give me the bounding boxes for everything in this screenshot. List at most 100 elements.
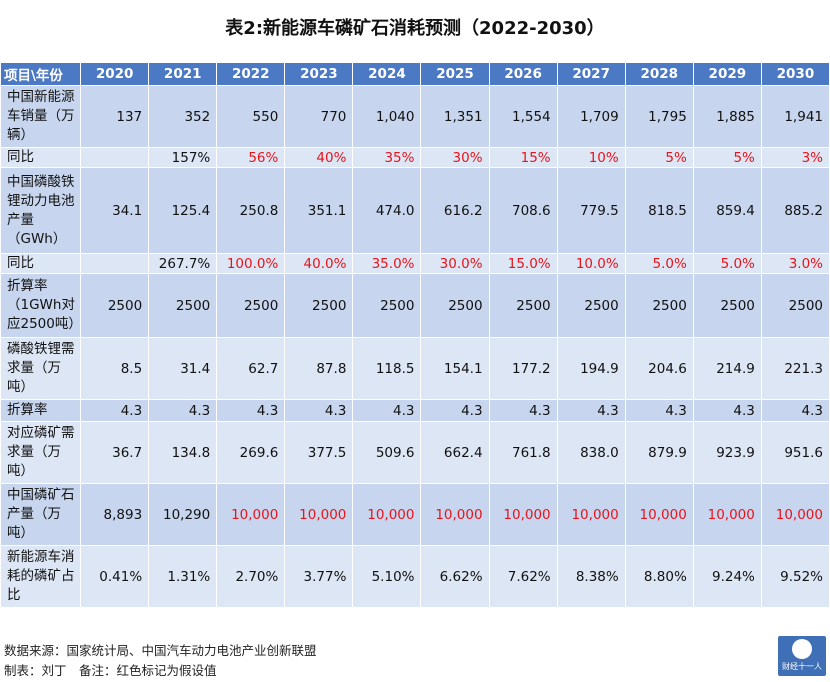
table-cell: 4.3 <box>692 399 762 422</box>
table-cell: 879.9 <box>624 421 694 484</box>
row-label: 折算率 <box>0 399 82 422</box>
table-cell: 2.70% <box>216 545 286 608</box>
table-cell: 2500 <box>352 273 422 338</box>
table-cell: 1,885 <box>692 85 762 148</box>
header-cell: 2027 <box>556 62 626 86</box>
row-label: 折算率（1GWh对应2500吨） <box>0 273 82 338</box>
table-cell: 474.0 <box>352 167 422 254</box>
table-row: 对应磷矿需求量（万吨） 36.7 134.8 269.6 377.5 509.6 662.4… <box>0 421 830 484</box>
table-cell: 550 <box>216 85 286 148</box>
table-cell: 10,000 <box>556 483 626 546</box>
table-cell: 4.3 <box>352 399 422 422</box>
table-cell: 770 <box>284 85 354 148</box>
table-cell: 154.1 <box>420 337 490 400</box>
table-cell: 885.2 <box>760 167 830 254</box>
table-cell: 62.7 <box>216 337 286 400</box>
table-cell: 31.4 <box>148 337 218 400</box>
table-cell: 10,000 <box>760 483 830 546</box>
table-maker-note: 制表：刘丁 备注：红色标记为假设值 <box>4 663 217 678</box>
table-cell: 40.0% <box>284 253 354 274</box>
table-cell: 2500 <box>216 273 286 338</box>
table-cell: 10.0% <box>556 253 626 274</box>
table-cell: 859.4 <box>692 167 762 254</box>
table-cell: 35.0% <box>352 253 422 274</box>
publisher-logo-text: 财经十一人 <box>782 662 822 671</box>
header-cell: 2023 <box>284 62 354 86</box>
header-cell: 2020 <box>80 62 150 86</box>
header-cell: 项目\年份 <box>0 62 82 86</box>
table-row: 磷酸铁锂需求量（万吨） 8.5 31.4 62.7 87.8 118.5 154.1 177.… <box>0 337 830 400</box>
table-cell: 4.3 <box>284 399 354 422</box>
table-cell: 4.3 <box>148 399 218 422</box>
header-row: 项目\年份 2020 2021 2022 2023 2024 2025 2026… <box>0 62 830 86</box>
table-cell: 35% <box>352 147 422 168</box>
table-cell: 40% <box>284 147 354 168</box>
table-cell: 1.31% <box>148 545 218 608</box>
data-source-note: 数据来源：国家统计局、中国汽车动力电池产业创新联盟 <box>4 643 317 658</box>
table-row: 折算率（1GWh对应2500吨） 2500 2500 2500 2500 2500 2500… <box>0 273 830 338</box>
row-label: 同比 <box>0 147 82 168</box>
table-cell: 2500 <box>148 273 218 338</box>
forecast-table: 项目\年份 2020 2021 2022 2023 2024 2025 2026… <box>0 62 830 608</box>
table-cell: 34.1 <box>80 167 150 254</box>
table-cell: 177.2 <box>488 337 558 400</box>
row-label: 中国磷矿石产量（万吨） <box>0 483 82 546</box>
table-cell: 15% <box>488 147 558 168</box>
table-row: 中国磷矿石产量（万吨） 8,893 10,290 10,000 10,000 10,000… <box>0 483 830 546</box>
table-cell: 779.5 <box>556 167 626 254</box>
table-row: 折算率 4.3 4.3 4.3 4.3 4.3 4.3 4.3 4.3 4.3 4.3 4.3 <box>0 399 830 422</box>
table-cell: 8.5 <box>80 337 150 400</box>
table-cell: 87.8 <box>284 337 354 400</box>
row-label: 新能源车消耗的磷矿占比 <box>0 545 82 608</box>
table-cell: 2500 <box>556 273 626 338</box>
table-title: 表2:新能源车磷矿石消耗预测（2022-2030） <box>225 18 605 39</box>
table-row: 新能源车消耗的磷矿占比 0.41% 1.31% 2.70% 3.77% 5.10% 6.62… <box>0 545 830 608</box>
table-cell: 923.9 <box>692 421 762 484</box>
table-cell: 4.3 <box>556 399 626 422</box>
table-cell: 951.6 <box>760 421 830 484</box>
table-cell: 761.8 <box>488 421 558 484</box>
table-cell: 8,893 <box>80 483 150 546</box>
row-label: 对应磷矿需求量（万吨） <box>0 421 82 484</box>
globe-icon <box>792 639 812 659</box>
table-cell <box>80 253 150 274</box>
table-cell: 2500 <box>420 273 490 338</box>
table-cell: 1,709 <box>556 85 626 148</box>
header-cell: 2025 <box>420 62 490 86</box>
table-cell: 3.77% <box>284 545 354 608</box>
table-cell: 9.24% <box>692 545 762 608</box>
table-cell: 509.6 <box>352 421 422 484</box>
row-label: 同比 <box>0 253 82 274</box>
table-cell: 6.62% <box>420 545 490 608</box>
table-cell: 10,290 <box>148 483 218 546</box>
table-row: 同比 157% 56% 40% 35% 30% 15% 10% 5% 5% 3% <box>0 147 830 168</box>
table-cell: 36.7 <box>80 421 150 484</box>
table-cell: 10,000 <box>488 483 558 546</box>
table-cell: 137 <box>80 85 150 148</box>
table-cell: 10,000 <box>420 483 490 546</box>
table-cell: 616.2 <box>420 167 490 254</box>
table-cell: 4.3 <box>624 399 694 422</box>
table-cell: 4.3 <box>760 399 830 422</box>
table-row: 中国新能源车销量（万辆） 137 352 550 770 1,040 1,351 1,554 1… <box>0 85 830 148</box>
table-cell: 118.5 <box>352 337 422 400</box>
table-cell: 662.4 <box>420 421 490 484</box>
table-cell: 818.5 <box>624 167 694 254</box>
header-cell: 2030 <box>760 62 830 86</box>
table-cell: 3% <box>760 147 830 168</box>
table-cell: 221.3 <box>760 337 830 400</box>
table-cell: 134.8 <box>148 421 218 484</box>
table-cell: 9.52% <box>760 545 830 608</box>
publisher-logo: 财经十一人 <box>778 636 826 676</box>
table-row: 同比 267.7% 100.0% 40.0% 35.0% 30.0% 15.0% 10.0% 5… <box>0 253 830 274</box>
table-cell: 10% <box>556 147 626 168</box>
table-cell: 250.8 <box>216 167 286 254</box>
row-label: 磷酸铁锂需求量（万吨） <box>0 337 82 400</box>
header-cell: 2026 <box>488 62 558 86</box>
table-cell: 10,000 <box>216 483 286 546</box>
table-cell: 5.0% <box>624 253 694 274</box>
table-cell: 377.5 <box>284 421 354 484</box>
row-label: 中国磷酸铁锂动力电池产量（GWh） <box>0 167 82 254</box>
table-row: 中国磷酸铁锂动力电池产量（GWh） 34.1 125.4 250.8 351.1 474.… <box>0 167 830 254</box>
table-cell: 0.41% <box>80 545 150 608</box>
